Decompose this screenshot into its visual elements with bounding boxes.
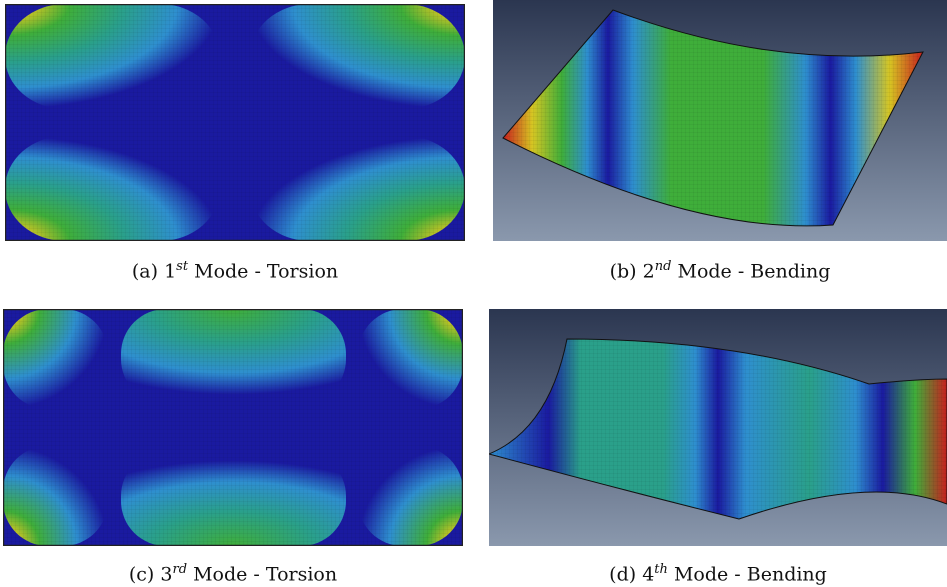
caption-a-label: (a) — [131, 260, 159, 283]
panel-a-contour-plot — [5, 4, 465, 241]
caption-d-ordinal: 4 — [642, 563, 655, 586]
caption-a-ordinal: 1 — [164, 260, 177, 283]
panel-b-svg — [493, 0, 947, 241]
caption-d-text: Mode - Bending — [673, 563, 827, 586]
caption-b-label: (b) — [609, 260, 637, 283]
caption-c-text: Mode - Torsion — [193, 563, 338, 586]
caption-a-text: Mode - Torsion — [194, 260, 339, 283]
caption-a-suffix: st — [176, 259, 189, 274]
caption-d-label: (d) — [609, 563, 637, 586]
caption-b: (b) 2nd Mode - Bending — [493, 259, 947, 282]
caption-c-ordinal: 3 — [160, 563, 173, 586]
caption-c-suffix: rd — [172, 562, 188, 577]
panel-c-svg — [3, 309, 463, 546]
caption-b-ordinal: 2 — [642, 260, 655, 283]
caption-c: (c) 3rd Mode - Torsion — [3, 562, 463, 585]
caption-a: (a) 1st Mode - Torsion — [5, 259, 465, 282]
panel-a-svg — [5, 4, 465, 241]
caption-d: (d) 4th Mode - Bending — [489, 562, 947, 585]
caption-d-suffix: th — [654, 562, 668, 577]
panel-b-deformed-shape — [493, 0, 947, 241]
panel-d-svg — [489, 309, 947, 546]
caption-b-text: Mode - Bending — [677, 260, 831, 283]
panel-d-deformed-shape — [489, 309, 947, 546]
caption-b-suffix: nd — [654, 259, 672, 274]
caption-c-label: (c) — [128, 563, 155, 586]
panel-c-contour-plot — [3, 309, 463, 546]
